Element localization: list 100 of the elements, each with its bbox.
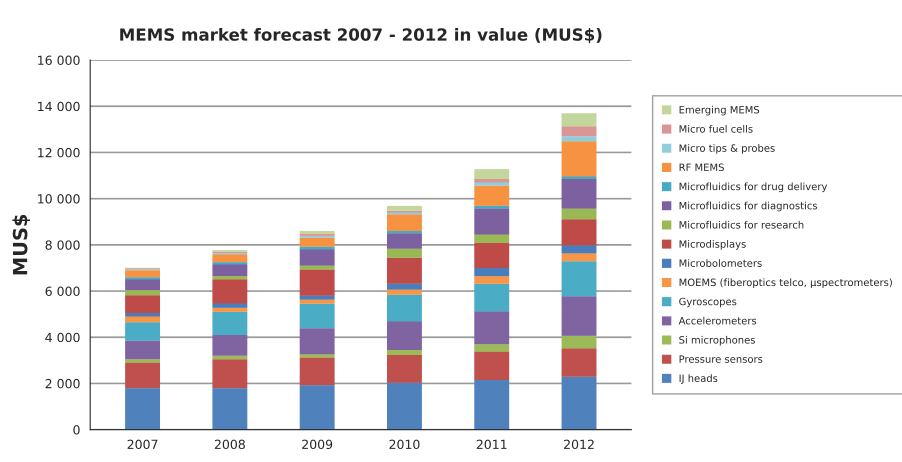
bar <box>474 186 510 206</box>
legend-label: RF MEMS <box>680 163 724 172</box>
bar <box>300 238 335 247</box>
chart-title: MEMS market forecast 2007 - 2012 in value (MUS$) <box>120 28 602 44</box>
bar <box>125 280 160 290</box>
legend-label: Gyroscopes <box>679 298 736 308</box>
bar <box>474 234 510 243</box>
bar <box>474 284 510 312</box>
bar <box>212 264 248 276</box>
bar <box>212 308 248 312</box>
bar <box>562 208 596 220</box>
bar <box>386 248 422 258</box>
bar <box>562 113 596 126</box>
bar <box>300 300 335 304</box>
legend-label: MOEMS (fiberoptics telco, µspectrometers) <box>680 278 892 288</box>
bar <box>562 376 596 430</box>
bar <box>386 355 422 383</box>
legend-label: Micro fuel cells <box>680 124 753 133</box>
legend-label: Microbolometers <box>680 259 762 267</box>
bar <box>386 258 422 284</box>
legend-label: Microfluidics for research <box>680 220 804 229</box>
bar <box>386 290 422 295</box>
bar <box>474 380 510 430</box>
y-tick-label: 4 000 <box>45 332 80 342</box>
bar <box>562 296 596 336</box>
legend-label: Pressure sensors <box>680 355 762 363</box>
bar <box>300 231 335 234</box>
x-tick-label: 2009 <box>302 440 332 450</box>
y-tick-label: 6 000 <box>46 286 80 296</box>
bar <box>300 328 335 354</box>
bar <box>562 219 596 246</box>
bar <box>300 270 335 296</box>
bar <box>562 126 596 136</box>
bar <box>300 249 335 266</box>
y-tick-label: 2 000 <box>46 378 80 388</box>
bar <box>125 295 160 314</box>
bar <box>562 253 596 262</box>
bar <box>212 388 248 430</box>
bar <box>212 334 248 356</box>
bar <box>474 344 510 352</box>
y-axis-title: MUS$ <box>12 214 30 274</box>
bar <box>386 206 422 211</box>
bar <box>386 382 422 430</box>
bar <box>212 312 248 335</box>
bar <box>562 179 596 209</box>
bar <box>386 214 422 231</box>
y-tick-label: 0 <box>73 425 80 435</box>
bar <box>386 233 422 249</box>
bar <box>386 284 422 290</box>
bar <box>386 322 422 350</box>
bar <box>300 296 335 300</box>
x-tick-label: 2012 <box>564 440 594 450</box>
legend-label: Accelerometers <box>678 316 756 324</box>
bar <box>300 266 335 270</box>
bar <box>300 304 335 328</box>
bar <box>125 388 160 430</box>
bar <box>474 311 510 344</box>
bar <box>386 350 422 356</box>
y-tick-label: 10 000 <box>38 194 80 204</box>
legend-label: Micro tips & probes <box>680 144 775 154</box>
y-tick-label: 8 000 <box>46 240 80 250</box>
x-tick-label: 2011 <box>476 440 506 450</box>
bar <box>300 354 335 358</box>
y-tick-label: 14 000 <box>38 102 80 112</box>
bar <box>562 136 596 142</box>
bar <box>125 270 160 278</box>
bar <box>125 277 160 280</box>
bar <box>562 176 596 180</box>
bar <box>212 254 248 262</box>
bar <box>125 313 160 316</box>
bar <box>212 279 248 304</box>
bar <box>474 276 510 284</box>
bar <box>125 340 160 360</box>
bar <box>212 304 248 308</box>
bar <box>562 141 596 176</box>
legend-label: Microfluidics for drug delivery <box>680 182 828 192</box>
x-tick-label: 2008 <box>214 440 245 450</box>
bar <box>125 290 160 296</box>
legend-label: Microfluidics for diagnostics <box>680 202 818 212</box>
bar <box>300 246 335 250</box>
bar <box>474 242 510 268</box>
x-tick-label: 2007 <box>128 440 158 450</box>
bar <box>386 294 422 322</box>
legend-label: Emerging MEMS <box>680 106 760 116</box>
bar <box>474 352 510 380</box>
bar <box>474 169 510 180</box>
bar <box>474 208 510 234</box>
bar <box>300 358 335 386</box>
y-tick-label: 16 000 <box>38 56 80 65</box>
bar <box>212 276 248 280</box>
bar <box>212 359 248 388</box>
bar <box>474 182 510 186</box>
bar <box>562 348 596 377</box>
bar <box>562 261 596 296</box>
bar <box>300 385 335 430</box>
bar <box>474 268 510 276</box>
legend-label: IJ heads <box>680 374 718 384</box>
bar <box>125 362 160 388</box>
bar <box>212 356 248 360</box>
bar <box>562 245 596 254</box>
